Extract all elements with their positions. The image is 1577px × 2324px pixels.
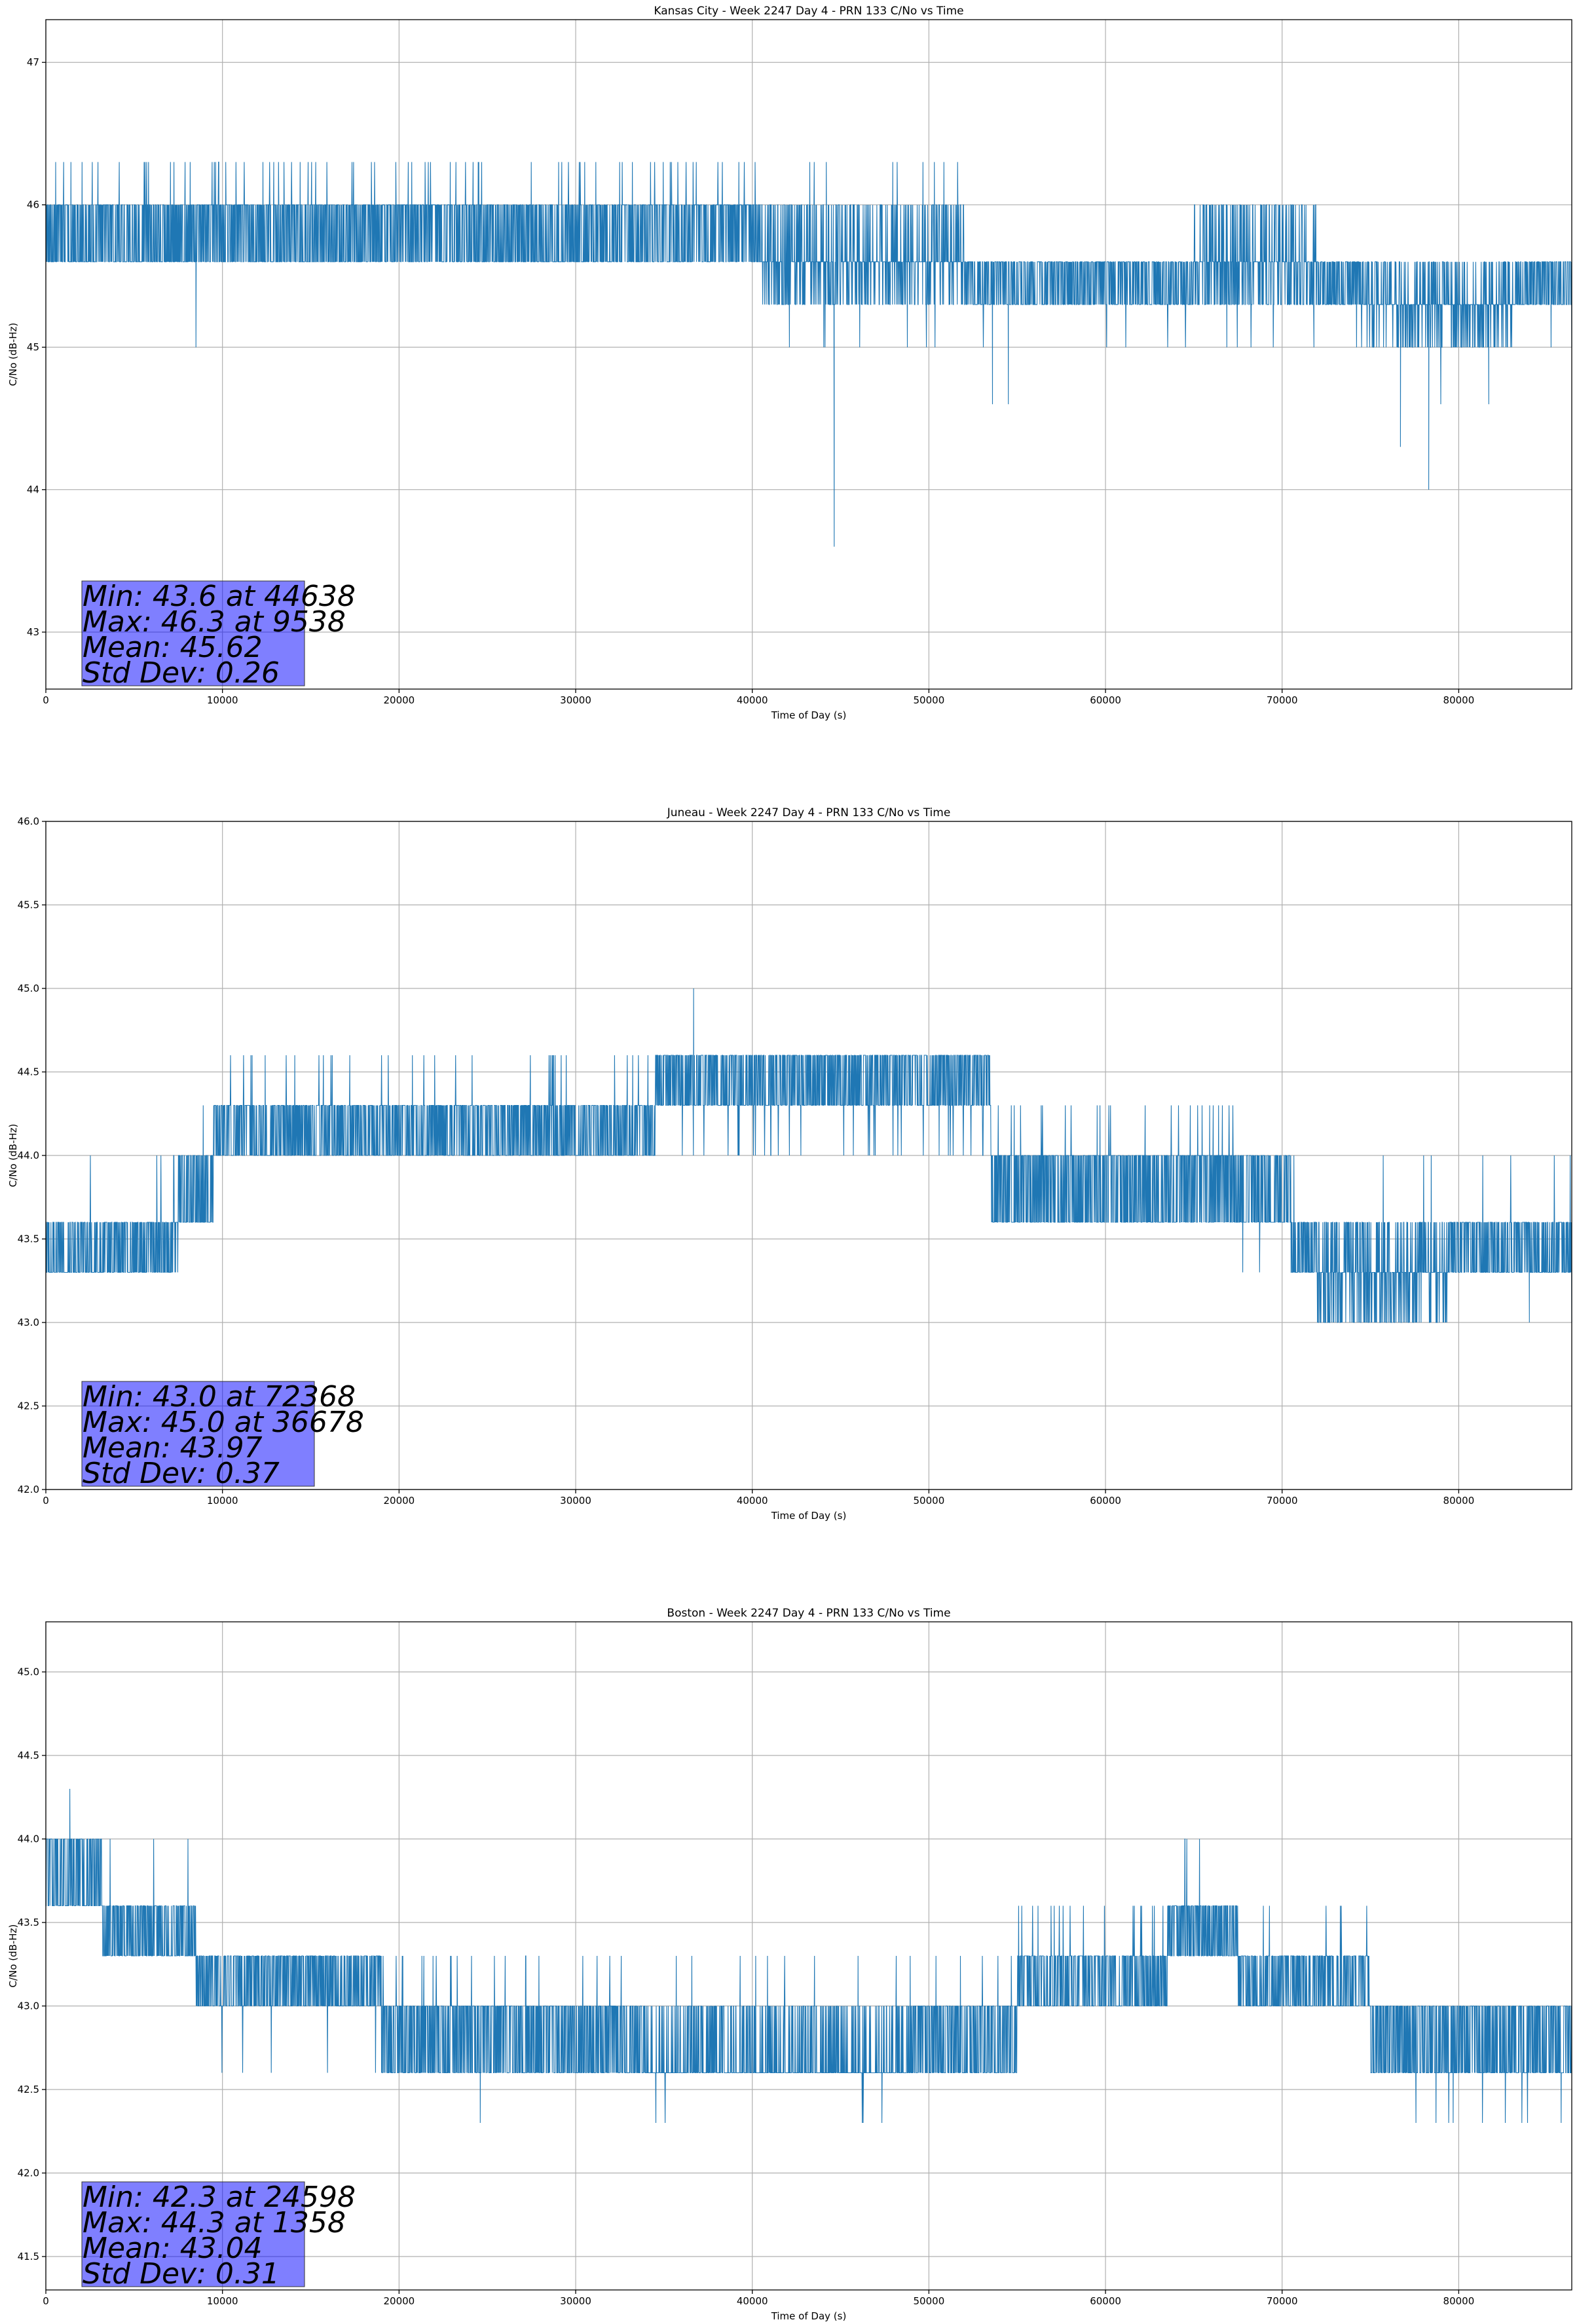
x-tick-label: 20000: [383, 694, 415, 706]
y-axis-label: C/No (dB-Hz): [7, 1924, 19, 1988]
stats-std: Std Dev: 0.26: [83, 656, 280, 690]
stats-std: Std Dev: 0.31: [83, 2257, 280, 2291]
x-tick-label: 60000: [1090, 1495, 1121, 1507]
stats-max: Max: 45.0 at 36678: [83, 1406, 364, 1439]
stats-box: [81, 580, 305, 686]
stats-annotation: Min: 43.0 at 72368 Max: 45.0 at 36678 Me…: [81, 1380, 364, 1490]
y-tick-label: 46.0: [18, 815, 39, 827]
chart-panel-juneau: Juneau - Week 2247 Day 4 - PRN 133 C/No …: [7, 806, 1572, 1522]
y-tick-label: 43.0: [18, 2000, 39, 2012]
y-tick-label: 44.5: [18, 1750, 39, 1761]
x-tick-label: 20000: [383, 1495, 415, 1507]
x-tick-label: 60000: [1090, 694, 1121, 706]
x-tick-label: 70000: [1267, 694, 1298, 706]
x-tick-label: 70000: [1267, 2295, 1298, 2307]
x-tick-label: 30000: [560, 1495, 591, 1507]
y-tick-label: 44.0: [18, 1150, 39, 1161]
y-tick-label: 42.5: [18, 2084, 39, 2095]
series-group: [45, 1788, 1572, 2124]
x-tick-label: 10000: [207, 2295, 238, 2307]
tick-group: 0 10000 20000 30000 40000 50000 60000 70000 8000…: [18, 1666, 1475, 2308]
x-tick-label: 70000: [1267, 1495, 1298, 1507]
plot-frame: [45, 1621, 1572, 2291]
stats-box: [81, 1381, 315, 1487]
x-tick-label: 40000: [737, 694, 768, 706]
series-line: [45, 1788, 1572, 2124]
x-tick-label: 80000: [1443, 2295, 1475, 2307]
y-tick-label: 45.0: [18, 983, 39, 994]
series-group: [45, 161, 1572, 547]
stats-mean: Mean: 45.62: [83, 631, 263, 664]
x-axis-label: Time of Day (s): [771, 1510, 847, 1522]
plot-frame: [45, 821, 1572, 1490]
x-tick-label: 50000: [914, 694, 945, 706]
chart-panel-boston: Boston - Week 2247 Day 4 - PRN 133 C/No …: [7, 1607, 1572, 2322]
stats-mean: Mean: 43.97: [83, 1431, 263, 1465]
x-tick-label: 10000: [207, 694, 238, 706]
x-tick-label: 40000: [737, 1495, 768, 1507]
x-tick-label: 50000: [914, 2295, 945, 2307]
series-group: [45, 988, 1572, 1323]
stats-mean: Mean: 43.04: [83, 2232, 263, 2265]
y-tick-label: 45.0: [18, 1666, 39, 1678]
x-axis-label: Time of Day (s): [771, 709, 847, 721]
y-tick-label: 43.5: [18, 1917, 39, 1928]
x-tick-label: 20000: [383, 2295, 415, 2307]
tick-group: 0 10000 20000 30000 40000 50000 60000 70000 8000…: [27, 56, 1474, 706]
stats-annotation: Min: 42.3 at 24598 Max: 44.3 at 1358 Mea…: [81, 2181, 356, 2291]
y-tick-label: 46: [27, 199, 39, 211]
y-tick-label: 42.5: [18, 1400, 39, 1412]
stats-min: Min: 43.6 at 44638: [83, 580, 356, 613]
x-tick-label: 30000: [560, 694, 591, 706]
series-line: [45, 161, 1572, 547]
y-tick-label: 43: [27, 626, 39, 638]
chart-panel-kansas-city: Kansas City - Week 2247 Day 4 - PRN 133 …: [7, 5, 1572, 721]
x-tick-label: 0: [43, 694, 49, 706]
x-tick-label: 30000: [560, 2295, 591, 2307]
y-tick-label: 44.5: [18, 1066, 39, 1078]
y-tick-label: 42.0: [18, 1484, 39, 1495]
chart-title: Juneau - Week 2247 Day 4 - PRN 133 C/No …: [667, 806, 951, 819]
grid: [45, 20, 1572, 689]
stats-box: [81, 2181, 305, 2287]
stats-min: Min: 43.0 at 72368: [83, 1380, 356, 1414]
y-tick-label: 44: [27, 484, 39, 496]
y-tick-label: 42.0: [18, 2167, 39, 2179]
y-tick-label: 41.5: [18, 2251, 39, 2262]
y-tick-label: 43.5: [18, 1233, 39, 1245]
chart-title: Boston - Week 2247 Day 4 - PRN 133 C/No …: [667, 1607, 950, 1620]
stats-max: Max: 46.3 at 9538: [83, 605, 346, 639]
y-axis-label: C/No (dB-Hz): [7, 1124, 19, 1188]
stats-max: Max: 44.3 at 1358: [83, 2206, 346, 2240]
x-tick-label: 80000: [1443, 1495, 1475, 1507]
stats-min: Min: 42.3 at 24598: [83, 2181, 356, 2214]
x-tick-label: 0: [43, 2295, 49, 2307]
x-tick-label: 80000: [1443, 694, 1475, 706]
y-axis-label: C/No (dB-Hz): [7, 323, 19, 386]
stats-annotation: Min: 43.6 at 44638 Max: 46.3 at 9538 Mea…: [81, 580, 356, 690]
chart-title: Kansas City - Week 2247 Day 4 - PRN 133 …: [654, 5, 963, 18]
x-axis-label: Time of Day (s): [771, 2310, 847, 2322]
x-tick-label: 40000: [737, 2295, 768, 2307]
x-tick-label: 50000: [914, 1495, 945, 1507]
x-tick-label: 10000: [207, 1495, 238, 1507]
series-line: [45, 988, 1572, 1323]
x-tick-label: 60000: [1090, 2295, 1121, 2307]
x-tick-label: 0: [43, 1495, 49, 1507]
y-tick-label: 43.0: [18, 1317, 39, 1328]
plot-frame: [45, 19, 1572, 690]
y-tick-label: 47: [27, 56, 39, 68]
y-tick-label: 45.5: [18, 899, 39, 911]
y-tick-label: 44.0: [18, 1833, 39, 1845]
y-tick-label: 45: [27, 341, 39, 353]
tick-group: 0 10000 20000 30000 40000 50000 60000 70000 8000…: [18, 815, 1475, 1507]
stats-std: Std Dev: 0.37: [83, 1457, 280, 1490]
